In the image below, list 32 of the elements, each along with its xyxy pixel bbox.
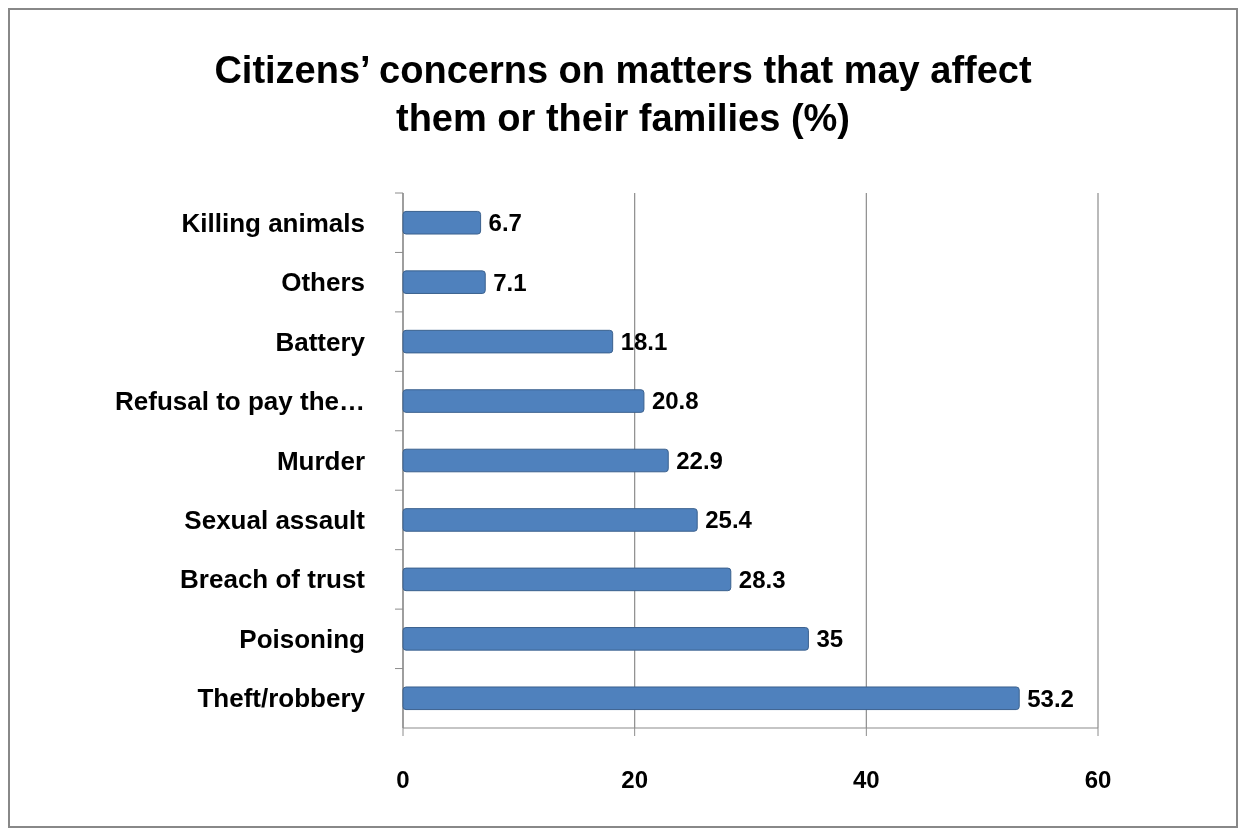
- y-tick-label: Battery: [275, 326, 366, 357]
- bar: [402, 270, 486, 294]
- y-tick-label: Others: [281, 267, 365, 298]
- y-tick-label: Sexual assault: [184, 505, 366, 536]
- data-label: 35: [816, 625, 844, 653]
- bar: [402, 567, 732, 592]
- bar: [402, 329, 614, 354]
- bar: [402, 448, 669, 473]
- data-label: 25.4: [705, 506, 753, 534]
- data-label: 7.1: [493, 268, 527, 296]
- y-tick-label: Murder: [276, 445, 365, 476]
- bar: [402, 686, 1020, 711]
- y-tick-label: Theft/robbery: [197, 683, 366, 714]
- y-tick-label: Breach of trust: [180, 564, 366, 595]
- x-tick-label: 20: [621, 766, 649, 793]
- data-label: 28.3: [738, 565, 786, 593]
- data-label: 6.7: [488, 209, 522, 237]
- bar: [402, 508, 698, 532]
- x-tick-label: 0: [396, 766, 410, 793]
- bar: [402, 389, 645, 413]
- bar: [402, 210, 482, 235]
- y-tick-label: Killing animals: [181, 207, 365, 238]
- chart-title: Citizens’ concerns on matters that may affect them or their families (%): [214, 49, 1032, 139]
- data-label: 18.1: [620, 328, 668, 356]
- x-tick-label: 60: [1084, 766, 1112, 793]
- data-label: 20.8: [651, 387, 699, 415]
- y-tick-label: Poisoning: [239, 623, 365, 654]
- bar: [402, 627, 809, 651]
- y-tick-label: Refusal to pay the…: [115, 386, 365, 417]
- data-label: 53.2: [1027, 684, 1074, 712]
- x-tick-label: 40: [852, 766, 880, 793]
- data-label: 22.9: [676, 446, 723, 474]
